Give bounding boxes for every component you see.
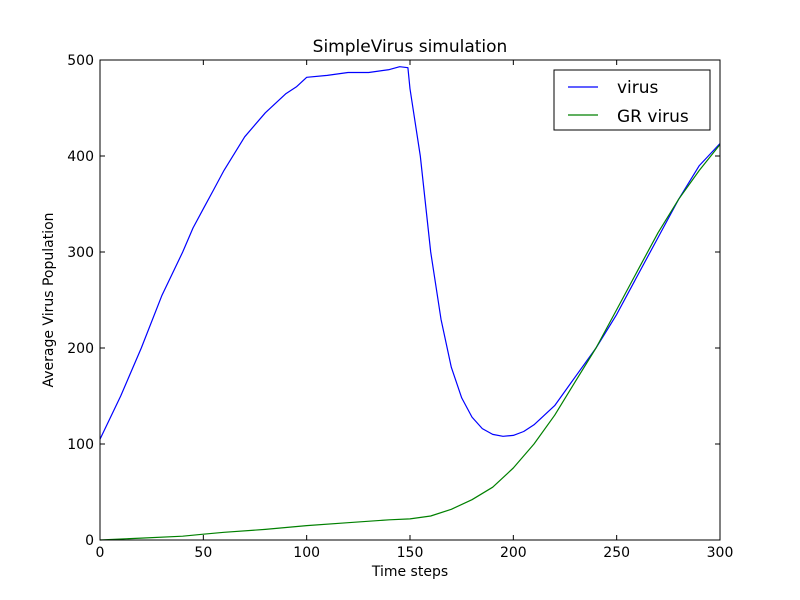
x-tick-label: 250 [603, 545, 630, 561]
y-tick-label: 500 [67, 53, 94, 69]
chart-title: SimpleVirus simulation [313, 37, 508, 57]
y-tick-label: 300 [67, 245, 94, 261]
x-tick-label: 0 [96, 545, 105, 561]
x-tick-label: 200 [500, 545, 527, 561]
x-tick-label: 50 [194, 545, 212, 561]
x-tick-label: 100 [293, 545, 320, 561]
y-tick-label: 200 [67, 341, 94, 357]
legend-frame [553, 69, 711, 131]
y-axis-label: Average Virus Population [41, 212, 57, 387]
legend: virus GR virus [553, 69, 711, 131]
y-tick-label: 100 [67, 437, 94, 453]
series-line-virus [99, 66, 721, 440]
x-tick-label: 300 [707, 545, 734, 561]
series-line-gr-virus [99, 144, 721, 541]
legend-label-gr-virus: GR virus [617, 107, 689, 127]
y-tick-label: 400 [67, 149, 94, 165]
legend-label-virus: virus [617, 78, 659, 98]
plot-area: 0 50 100 150 200 250 300 0 100 200 300 400 500 [67, 53, 733, 561]
y-tick-label: 0 [85, 533, 94, 549]
x-tick-label: 150 [397, 545, 424, 561]
x-axis-label: Time steps [371, 564, 448, 580]
